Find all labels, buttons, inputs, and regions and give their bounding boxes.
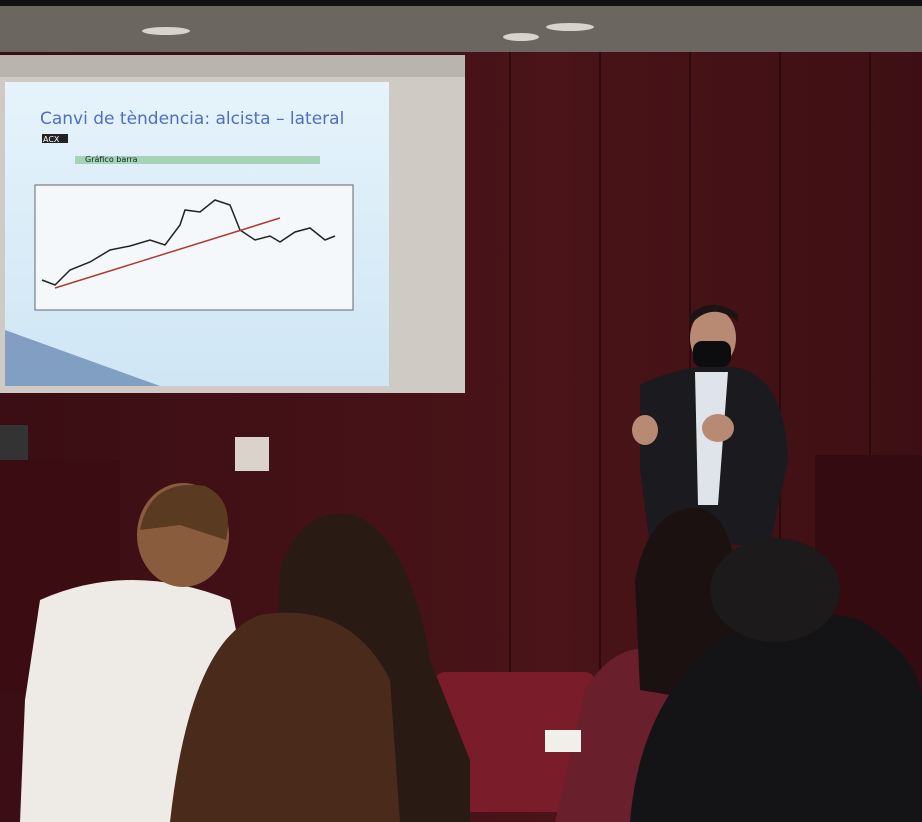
notebook <box>545 730 581 752</box>
presenter-hand <box>702 414 734 442</box>
presenter-hand <box>632 415 658 445</box>
ticker: ACX <box>43 135 60 144</box>
ceiling-light <box>546 23 594 31</box>
monitor <box>0 425 28 460</box>
ceiling-light <box>503 33 539 41</box>
screen-housing <box>0 55 465 77</box>
slide-title: Canvi de tèndencia: alcista – lateral <box>40 109 344 129</box>
slide-chart <box>35 185 353 310</box>
wall-socket <box>235 437 269 471</box>
ceiling-edge <box>0 0 922 6</box>
face-mask <box>693 341 731 367</box>
ceiling-light <box>142 27 190 35</box>
head <box>710 538 840 642</box>
page: Canvi de tèndencia: alcista – lateral AC… <box>0 0 922 822</box>
scene: Canvi de tèndencia: alcista – lateral AC… <box>0 0 922 822</box>
chart-caption: Gráfico barra <box>85 155 138 164</box>
ceiling <box>0 0 922 52</box>
